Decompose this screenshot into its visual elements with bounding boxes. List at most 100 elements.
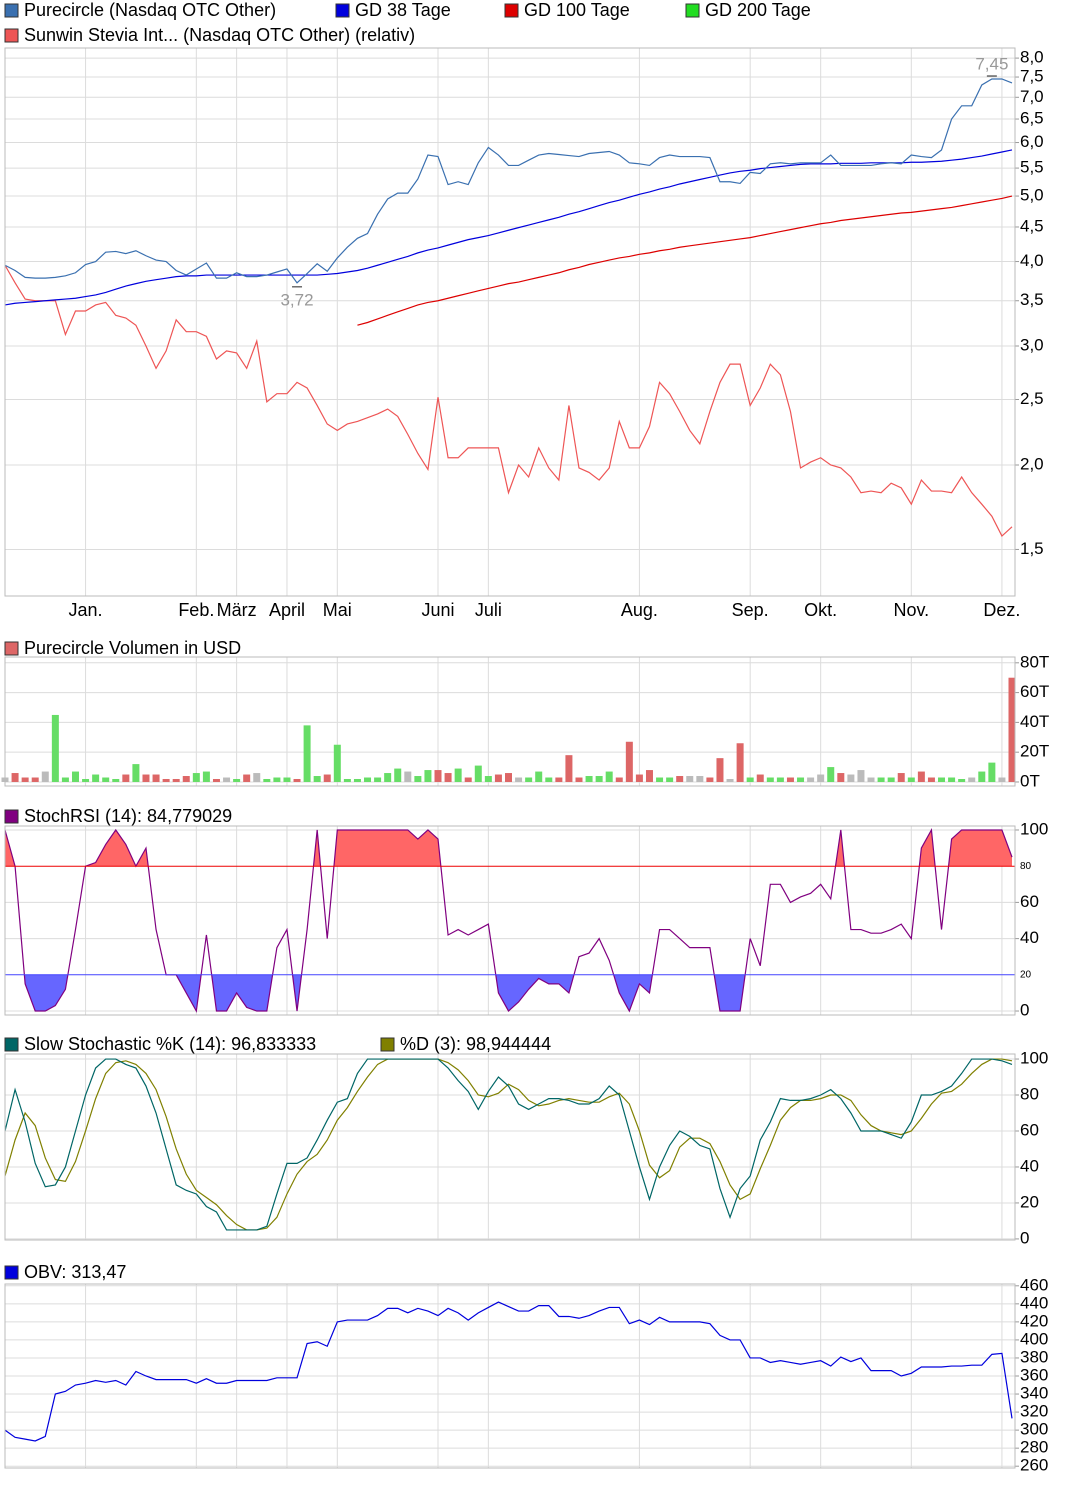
volume-bar — [41, 771, 49, 782]
y-tick-label: 3,5 — [1020, 290, 1044, 309]
series-line — [4, 149, 1013, 306]
legend-swatch — [685, 3, 700, 18]
volume-bar — [172, 778, 180, 782]
volume-bar — [253, 773, 261, 782]
band-area — [5, 829, 1012, 867]
volume-bar — [132, 764, 140, 782]
legend-swatch — [4, 1265, 19, 1280]
x-tick-label: Jan. — [69, 600, 103, 620]
volume-bar — [857, 770, 865, 782]
volume-bar — [293, 778, 301, 782]
x-tick-label: Nov. — [893, 600, 929, 620]
legend-label: GD 38 Tage — [355, 0, 451, 20]
volume-bar — [837, 773, 845, 782]
volume-bar — [243, 774, 251, 782]
annotation-label: 7,45 — [975, 54, 1008, 73]
y-tick-label: 6,0 — [1020, 132, 1044, 151]
volume-bar — [847, 774, 855, 782]
x-tick-label: März — [217, 600, 257, 620]
y-tick-label: 2,0 — [1020, 454, 1044, 473]
legend-swatch — [4, 1037, 19, 1052]
y-tick-label: 60 — [1020, 892, 1039, 911]
volume-bar — [353, 778, 361, 782]
legend-label: Purecircle (Nasdaq OTC Other) — [24, 0, 276, 20]
volume-bar — [434, 770, 442, 782]
volume-bar — [666, 777, 674, 782]
volume-bar — [525, 777, 533, 782]
volume-bar — [565, 755, 573, 782]
y-tick-label: 20 — [1020, 1192, 1039, 1211]
volume-bar — [313, 776, 321, 782]
volume-bar — [716, 758, 724, 782]
volume-bar — [494, 774, 502, 782]
series-line — [4, 264, 1013, 538]
y-tick-label: 420 — [1020, 1311, 1048, 1330]
volume-bar — [474, 765, 482, 782]
volume-bar — [1008, 677, 1016, 782]
volume-bar — [645, 770, 653, 782]
x-tick-label: Okt. — [804, 600, 837, 620]
volume-bar — [575, 777, 583, 782]
x-tick-label: Aug. — [621, 600, 658, 620]
y-tick-label: 80 — [1020, 1084, 1039, 1103]
volume-bar — [323, 774, 331, 782]
volume-bar — [182, 776, 190, 782]
y-tick-label: 340 — [1020, 1384, 1048, 1403]
y-tick-label: 3,0 — [1020, 335, 1044, 354]
volume-bar — [635, 774, 643, 782]
volume-bar — [223, 777, 231, 782]
volume-bar — [102, 777, 110, 782]
y-tick-label: 380 — [1020, 1347, 1048, 1366]
plot-background — [5, 48, 1015, 596]
y-tick-label: 20T — [1020, 742, 1049, 761]
volume-bar — [192, 773, 200, 782]
volume-bar — [887, 777, 895, 782]
volume-bar — [877, 777, 885, 782]
volume-bar — [998, 777, 1006, 782]
volume-bar — [766, 777, 774, 782]
volume-bar — [968, 777, 976, 782]
series-line — [4, 78, 1013, 284]
volume-bar — [776, 777, 784, 782]
volume-bar — [21, 777, 29, 782]
volume-bar — [263, 778, 271, 782]
volume-bar — [202, 771, 210, 782]
x-tick-label: Dez. — [983, 600, 1020, 620]
legend-swatch — [4, 3, 19, 18]
legend-label: StochRSI (14): 84,779029 — [24, 806, 232, 826]
volume-bar — [615, 777, 623, 782]
volume-bar — [867, 777, 875, 782]
volume-bar — [152, 774, 160, 782]
legend-swatch — [4, 28, 19, 43]
volume-bar — [807, 777, 815, 782]
volume-bar — [797, 777, 805, 782]
volume-bar — [333, 744, 341, 782]
volume-bar — [273, 777, 281, 782]
volume-bar — [394, 768, 402, 782]
y-tick-label: 80T — [1020, 652, 1049, 671]
volume-bar — [786, 777, 794, 782]
volume-bar — [927, 777, 935, 782]
y-tick-label: 7,5 — [1020, 67, 1044, 86]
volume-bar — [897, 773, 905, 782]
y-tick-label: 60 — [1020, 1120, 1039, 1139]
volume-bar — [938, 777, 946, 782]
legend-label: GD 200 Tage — [705, 0, 811, 20]
volume-bar — [283, 777, 291, 782]
series-line — [4, 1058, 1013, 1231]
band-label: 20 — [1020, 969, 1032, 980]
volume-bar — [71, 771, 79, 782]
volume-bar — [142, 774, 150, 782]
y-tick-label: 2,5 — [1020, 389, 1044, 408]
y-tick-label: 40 — [1020, 928, 1039, 947]
volume-bar — [233, 778, 241, 782]
legend-swatch — [4, 809, 19, 824]
y-tick-label: 0 — [1020, 1228, 1029, 1247]
y-tick-label: 100 — [1020, 1049, 1048, 1068]
volume-bar — [212, 778, 220, 782]
y-tick-label: 6,5 — [1020, 109, 1044, 128]
volume-bar — [82, 778, 90, 782]
plot-frame — [4, 1053, 1016, 1241]
band-label: 80 — [1020, 861, 1032, 872]
plot-background — [5, 1054, 1015, 1240]
